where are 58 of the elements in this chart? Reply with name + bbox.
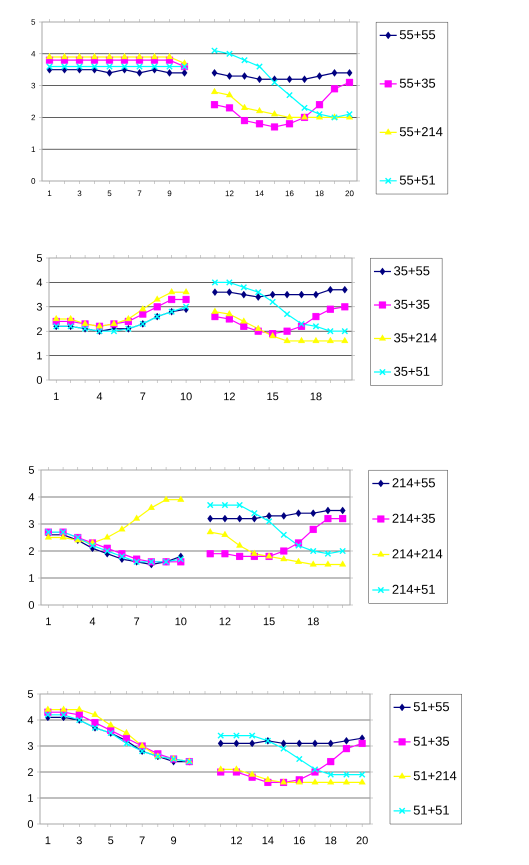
legend-label: 55+214 (400, 127, 442, 136)
x-tick-label: 10 (176, 618, 186, 626)
x-tick-label: 1 (46, 618, 51, 626)
x-tick-label: 10 (180, 392, 192, 400)
y-tick-label: 4 (36, 278, 42, 286)
x-tick-label: 18 (310, 392, 322, 400)
y-tick-label: 4 (28, 716, 34, 724)
legend-label: 35+214 (394, 333, 437, 342)
x-tick-label: 4 (96, 392, 102, 400)
legend-label: 35+55 (394, 266, 430, 276)
x-tick-label: 3 (76, 836, 82, 844)
x-tick-label: 7 (140, 392, 146, 400)
x-tick-label: 15 (267, 392, 278, 400)
legend-label: 214+55 (392, 478, 435, 488)
y-tick-label: 5 (28, 466, 34, 474)
x-tick-label: 18 (308, 618, 319, 626)
x-tick-label: 12 (224, 392, 235, 400)
y-tick-label: 1 (29, 574, 34, 582)
y-tick-label: 2 (28, 768, 33, 776)
legend-label: 55+51 (400, 176, 436, 185)
y-tick-label: 5 (28, 690, 34, 698)
legend-label: 35+51 (394, 366, 430, 376)
legend-label: 214+51 (392, 584, 435, 594)
y-tick-label: 2 (28, 547, 34, 555)
y-tick-label: 3 (28, 520, 34, 528)
legend-label: 51+55 (414, 702, 450, 712)
x-tick-label: 20 (356, 836, 368, 844)
y-tick-label: 1 (28, 794, 33, 802)
legend-label: 51+35 (414, 736, 450, 746)
x-tick-label: 14 (262, 836, 274, 844)
y-tick-label: 1 (37, 352, 42, 360)
x-tick-label: 12 (220, 618, 230, 626)
x-tick-label: 5 (108, 836, 114, 844)
legend-label: 55+35 (400, 78, 436, 88)
legend-label: 51+214 (414, 771, 456, 780)
x-tick-label: 18 (325, 836, 336, 844)
x-tick-label: 4 (90, 618, 96, 626)
y-tick-label: 2 (36, 327, 42, 336)
x-tick-label: 7 (134, 618, 140, 626)
y-tick-label: 3 (28, 742, 33, 750)
x-tick-label: 1 (46, 836, 50, 844)
y-tick-label: 0 (28, 820, 34, 828)
x-tick-label: 7 (140, 836, 145, 844)
legend-label: 51+51 (414, 806, 449, 815)
legend-label: 55+55 (400, 30, 436, 40)
y-tick-label: 4 (28, 493, 34, 501)
y-tick-label: 0 (36, 376, 42, 384)
x-tick-label: 16 (294, 836, 305, 844)
y-tick-label: 0 (28, 601, 34, 609)
legend-label: 214+35 (392, 514, 435, 523)
x-tick-label: 15 (264, 618, 275, 626)
y-tick-label: 3 (36, 302, 42, 311)
legend-label: 35+35 (394, 300, 430, 309)
x-tick-label: 12 (231, 836, 242, 844)
x-tick-label: 1 (54, 392, 59, 400)
y-tick-label: 5 (36, 254, 42, 262)
x-tick-label: 9 (171, 836, 176, 844)
legend-label: 214+214 (392, 549, 442, 558)
